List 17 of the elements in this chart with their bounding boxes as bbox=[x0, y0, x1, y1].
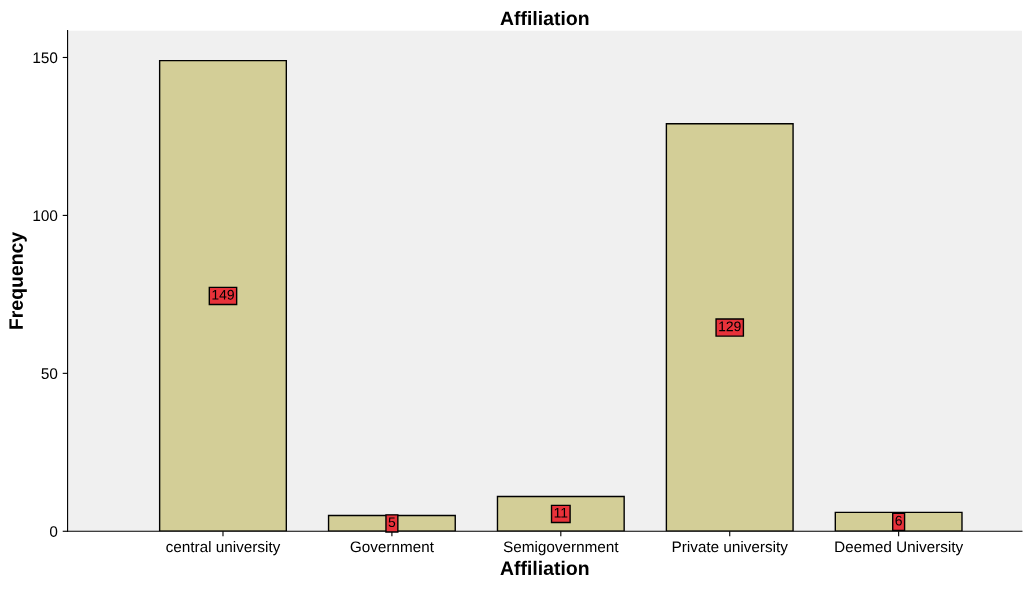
data-label: 149 bbox=[212, 289, 234, 300]
data-label: 129 bbox=[719, 321, 741, 332]
chart-title: Affiliation bbox=[500, 10, 589, 26]
x-axis-title: Affiliation bbox=[500, 560, 589, 576]
data-label: 6 bbox=[895, 515, 902, 526]
data-label: 5 bbox=[388, 517, 396, 528]
y-tick-label: 150 bbox=[33, 52, 58, 64]
x-tick-label: Private university bbox=[672, 541, 788, 556]
y-tick-label: 100 bbox=[33, 210, 58, 222]
x-tick-label: central university bbox=[166, 541, 281, 556]
x-tick-label: Government bbox=[350, 541, 434, 553]
y-axis-title: Frequency bbox=[9, 231, 27, 329]
y-tick-label: 50 bbox=[41, 368, 58, 380]
data-label: 11 bbox=[554, 507, 568, 518]
y-tick-label: 0 bbox=[49, 526, 58, 537]
x-tick-label: Semigovernment bbox=[503, 541, 619, 556]
x-tick-label: Deemed University bbox=[835, 541, 964, 556]
